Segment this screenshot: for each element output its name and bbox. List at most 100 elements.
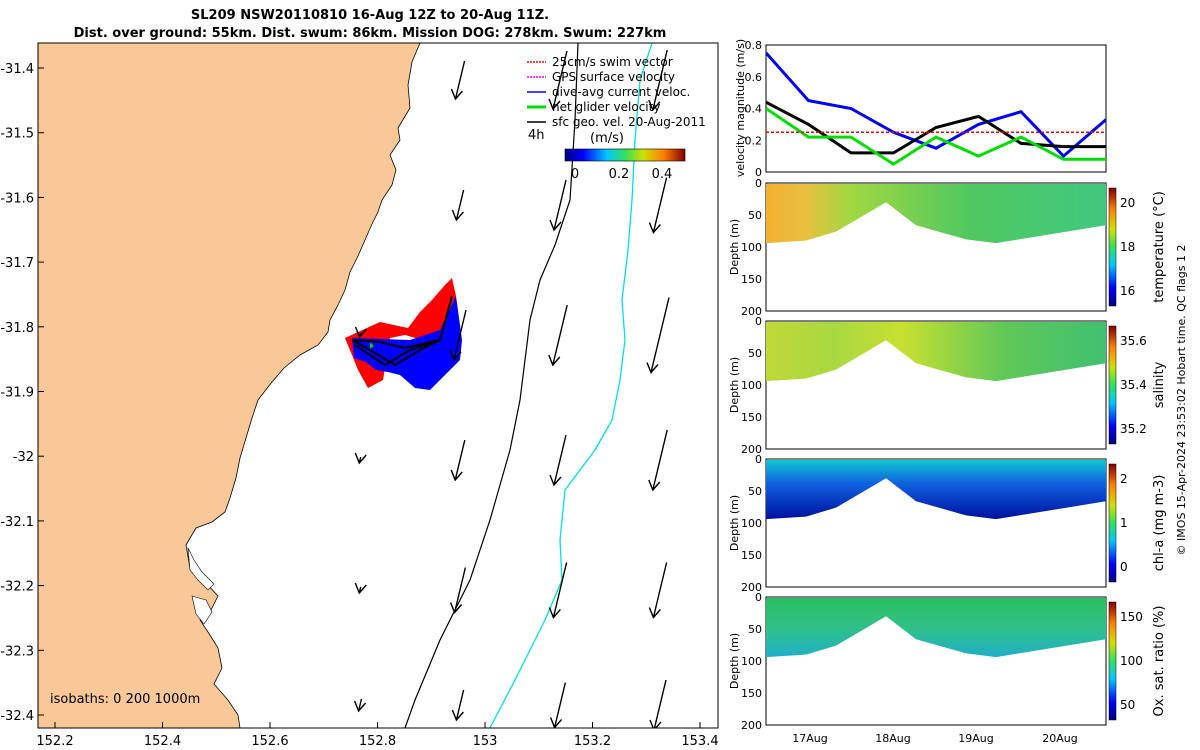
speed-colorbar	[564, 148, 686, 162]
colorbar-label: (m/s)	[590, 131, 624, 146]
map-ytick-label: -31.4	[0, 62, 34, 77]
velocity-arrow	[449, 309, 467, 362]
velocity-series-line	[766, 107, 1106, 166]
section-ytick-label: 50	[748, 347, 762, 360]
velocity-panel: 0 0.2 0.4 0.6 0.8 velocity magnitude (m/s)	[734, 39, 1107, 179]
section-panel: 0 50 100 150 200 Depth (m) 35.2 35.4 35.6 salinit…	[728, 315, 1167, 456]
velocity-arrow	[649, 679, 667, 728]
velocity-ylabel: velocity magnitude (m/s)	[734, 39, 747, 177]
velocity-arrow	[353, 698, 367, 713]
velocity-arrow	[450, 60, 466, 101]
isobath-200m	[404, 43, 579, 728]
isobath-1000m	[489, 43, 653, 728]
velocity-arrow	[450, 439, 466, 482]
velocity-series-line	[766, 51, 1106, 159]
velocity-arrow	[354, 326, 368, 339]
velocity-arrow	[648, 562, 668, 619]
section-colorbar	[1108, 187, 1117, 307]
colorbar-tick-label: 50	[1120, 698, 1135, 712]
section-ytick-label: 0	[755, 315, 762, 328]
section-field	[766, 598, 1106, 658]
map-xtick-label: 152.8	[359, 734, 396, 749]
map-xtick-label: 153	[473, 734, 498, 749]
velocity-arrow	[548, 50, 568, 111]
section-ytick-label: 50	[748, 209, 762, 222]
colorbar-tick-label: 2	[1120, 472, 1128, 486]
map-xtick-label: 153.4	[681, 734, 718, 749]
velocity-ytick-label: 0.6	[745, 71, 763, 84]
legend-entry: GPS surface velocity	[552, 70, 675, 84]
section-ytick-label: 200	[741, 305, 762, 318]
map-ytick-label: -31.9	[0, 386, 34, 401]
section-panel: 0 50 100 150 200 Depth (m) 50 100 150 Ox. sat. ra…	[728, 591, 1167, 732]
glider-track	[345, 278, 462, 390]
figure-title-line2: Dist. over ground: 55km. Dist. swum: 86k…	[73, 26, 667, 41]
legend-entry: 25cm/s swim vector	[552, 55, 673, 69]
section-ytick-label: 200	[741, 581, 762, 594]
velocity-ytick-label: 0.4	[745, 103, 763, 116]
colorbar-tick-0: 0	[571, 167, 579, 182]
velocity-arrow	[648, 177, 668, 234]
section-field	[766, 184, 1106, 244]
land-area	[38, 43, 421, 728]
map-ytick-label: -32.2	[0, 580, 34, 595]
section-ytick-label: 200	[741, 443, 762, 456]
time-tick-label: 19Aug	[958, 732, 993, 745]
section-ylabel: Depth (m)	[728, 357, 741, 413]
map-ytick-label: -32.3	[0, 644, 34, 659]
legend-entry: net glider velocity	[552, 100, 660, 114]
velocity-ytick-label: 0.2	[745, 134, 763, 147]
colorbar-tick-label: 35.2	[1120, 422, 1147, 436]
velocity-arrow	[549, 179, 567, 232]
section-ylabel: Depth (m)	[728, 633, 741, 689]
velocity-arrow	[549, 434, 567, 487]
velocity-ytick-label: 0.8	[745, 39, 763, 52]
velocity-arrows	[353, 49, 670, 728]
colorbar-tick-label: 35.4	[1120, 378, 1147, 392]
map-xtick-label: 153.2	[574, 734, 611, 749]
map-ytick-label: -32	[13, 450, 34, 465]
section-ytick-label: 150	[741, 273, 762, 286]
map-panel: 152.2 152.4 152.6 152.8 153 153.2 153.4 -31.4 -…	[0, 42, 719, 749]
section-ytick-label: 100	[741, 655, 762, 668]
velocity-series-line	[766, 100, 1106, 155]
colorbar-tick-label: 16	[1120, 284, 1135, 298]
section-colorbar	[1108, 601, 1117, 721]
map-ytick-label: -31.5	[0, 127, 34, 142]
colorbar-tick-1: 0.2	[609, 167, 630, 182]
map-xtick-label: 152.6	[251, 734, 288, 749]
section-ytick-label: 100	[741, 241, 762, 254]
colorbar-tick-label: 1	[1120, 516, 1128, 530]
velocity-arrow	[451, 689, 465, 722]
section-ytick-label: 150	[741, 411, 762, 424]
velocity-arrow	[548, 562, 568, 619]
map-ytick-label: -32.1	[0, 515, 34, 530]
time-tick-label: 17Aug	[792, 732, 827, 745]
section-ylabel: Depth (m)	[728, 219, 741, 275]
section-ytick-label: 0	[755, 453, 762, 466]
colorbar-tick-label: 150	[1120, 610, 1143, 624]
isobaths-label: isobaths: 0 200 1000m	[50, 692, 200, 707]
colorbar-tick-label: 0	[1120, 560, 1128, 574]
section-panel: 0 50 100 150 200 Depth (m) 16 18 20 temperature (…	[728, 177, 1167, 318]
section-panel: 0 50 100 150 200 Depth (m) 0 1 2 chl-a (mg m-3)	[728, 453, 1167, 594]
section-ytick-label: 150	[741, 549, 762, 562]
velocity-arrow	[354, 582, 367, 595]
figure-title-line1: SL209 NSW20110810 16-Aug 12Z to 20-Aug 1…	[190, 8, 550, 23]
legend-entry: sfc geo. vel. 20-Aug-2011	[552, 115, 706, 129]
colorbar-tick-label: 20	[1120, 196, 1135, 210]
section-ytick-label: 100	[741, 379, 762, 392]
section-ytick-label: 200	[741, 719, 762, 732]
section-colorbar	[1108, 325, 1117, 445]
colorbar-tick-label: 35.6	[1120, 334, 1147, 348]
section-field	[766, 322, 1106, 382]
section-ytick-label: 50	[748, 623, 762, 636]
velocity-arrow	[451, 189, 465, 222]
section-ytick-label: 50	[748, 485, 762, 498]
velocity-ytick-label: 0	[755, 166, 762, 179]
velocity-arrow	[648, 49, 668, 112]
colorbar-label: Ox. sat. ratio (%)	[1152, 606, 1167, 717]
colorbar-tick-label: 18	[1120, 240, 1135, 254]
colorbar-label: salinity	[1152, 361, 1167, 408]
